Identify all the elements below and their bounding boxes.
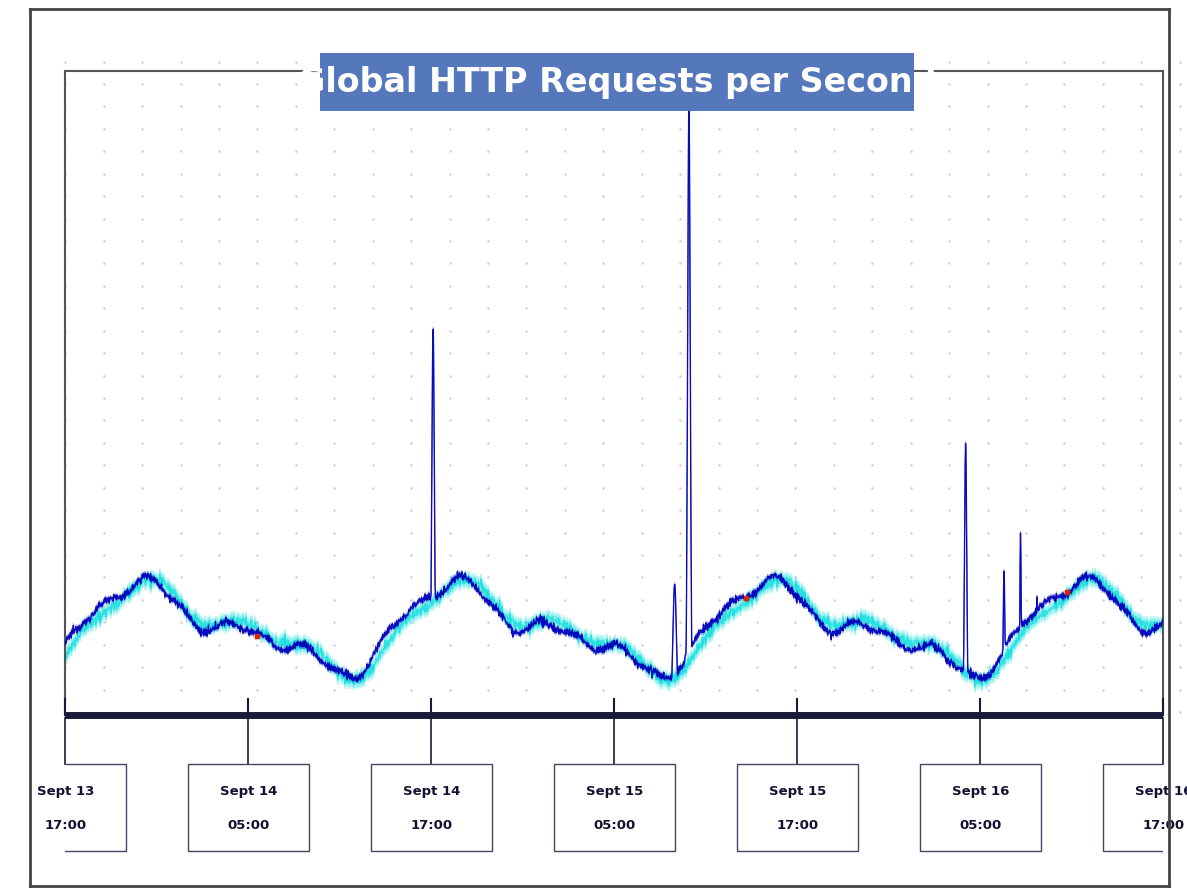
Text: Sept 13: Sept 13 xyxy=(37,785,94,798)
Text: Global HTTP Requests per Second: Global HTTP Requests per Second xyxy=(298,66,937,99)
FancyBboxPatch shape xyxy=(554,764,674,851)
FancyBboxPatch shape xyxy=(1103,764,1187,851)
Text: Sept 14: Sept 14 xyxy=(402,785,461,798)
FancyBboxPatch shape xyxy=(188,764,309,851)
FancyBboxPatch shape xyxy=(370,764,491,851)
Text: Sept 16: Sept 16 xyxy=(952,785,1009,798)
Text: 17:00: 17:00 xyxy=(44,820,87,832)
Text: 05:00: 05:00 xyxy=(959,820,1002,832)
Text: Sept 14: Sept 14 xyxy=(220,785,277,798)
FancyBboxPatch shape xyxy=(5,764,126,851)
Text: 17:00: 17:00 xyxy=(776,820,818,832)
FancyBboxPatch shape xyxy=(920,764,1041,851)
Text: 17:00: 17:00 xyxy=(411,820,452,832)
Text: 05:00: 05:00 xyxy=(594,820,635,832)
FancyBboxPatch shape xyxy=(737,764,858,851)
Text: 05:00: 05:00 xyxy=(227,820,269,832)
Text: Sept 16: Sept 16 xyxy=(1135,785,1187,798)
Text: Sept 15: Sept 15 xyxy=(769,785,826,798)
Text: Sept 15: Sept 15 xyxy=(585,785,643,798)
Text: 17:00: 17:00 xyxy=(1142,820,1185,832)
